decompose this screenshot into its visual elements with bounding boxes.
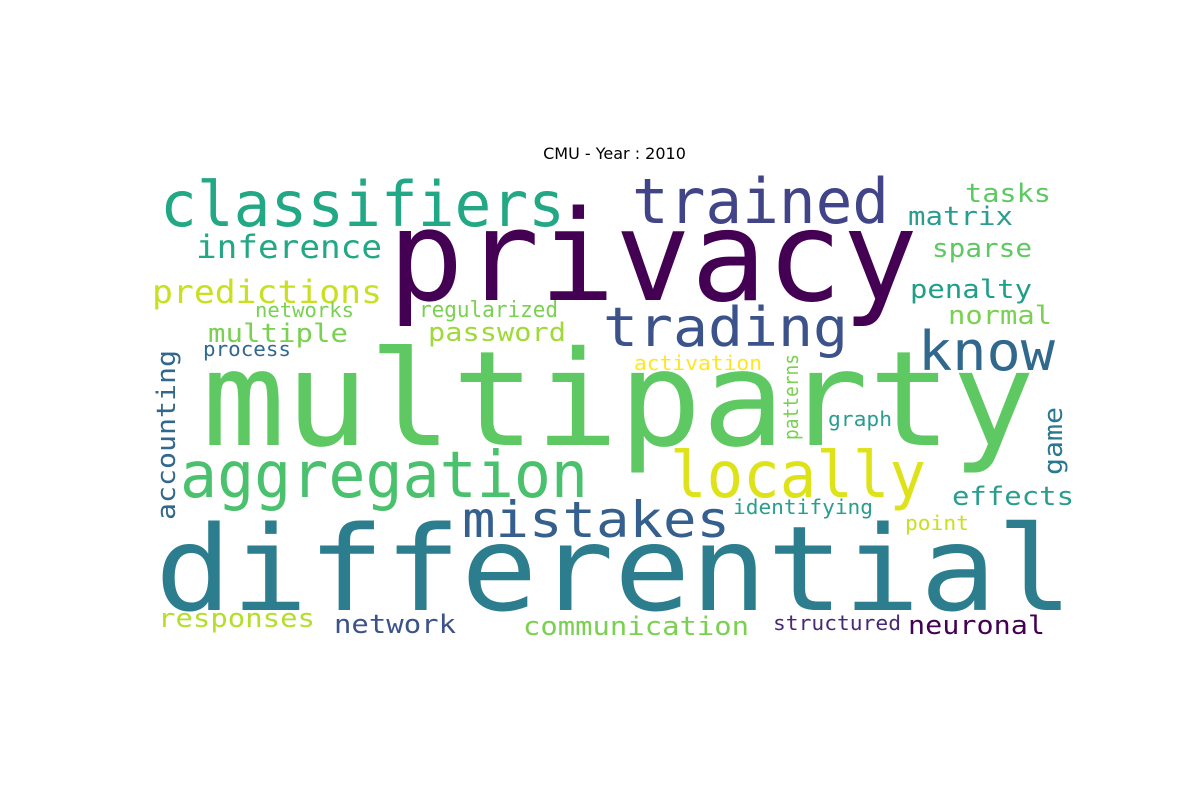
word-network: network: [334, 610, 456, 640]
word-patterns: patterns: [779, 354, 803, 440]
word-accounting: accounting: [152, 350, 182, 520]
word-trading: trading: [603, 296, 848, 359]
word-sparse: sparse: [932, 234, 1032, 264]
word-matrix: matrix: [908, 202, 1013, 232]
word-classifiers: classifiers: [160, 168, 565, 241]
word-know: know: [918, 320, 1056, 383]
word-communication: communication: [523, 612, 749, 642]
word-activation: activation: [634, 351, 762, 375]
word-regularized: regularized: [419, 298, 558, 323]
word-locally: locally: [670, 439, 926, 513]
word-neuronal: neuronal: [908, 611, 1045, 641]
word-normal: normal: [948, 301, 1052, 331]
word-predictions: predictions: [152, 273, 382, 311]
word-responses: responses: [158, 604, 315, 634]
word-mistakes: mistakes: [462, 491, 730, 549]
word-process: process: [203, 337, 291, 361]
word-networks: networks: [255, 298, 354, 322]
word-multiple: multiple: [208, 319, 348, 349]
word-penalty: penalty: [910, 275, 1032, 305]
word-tasks: tasks: [965, 179, 1051, 209]
word-privacy: privacy: [388, 183, 918, 330]
word-trained: trained: [632, 165, 889, 238]
word-password: password: [428, 318, 566, 348]
word-multiparty: multiparty: [202, 323, 1035, 477]
word-effects: effects: [952, 482, 1074, 512]
chart-title: CMU - Year : 2010: [543, 144, 686, 163]
word-inference: inference: [196, 228, 382, 266]
word-game: game: [1039, 407, 1069, 475]
word-point: point: [905, 511, 969, 535]
word-identifying: identifying: [733, 495, 873, 519]
word-aggregation: aggregation: [180, 439, 588, 513]
word-graph: graph: [828, 407, 892, 431]
word-differential: differential: [155, 500, 1073, 638]
word-structured: structured: [773, 611, 901, 635]
